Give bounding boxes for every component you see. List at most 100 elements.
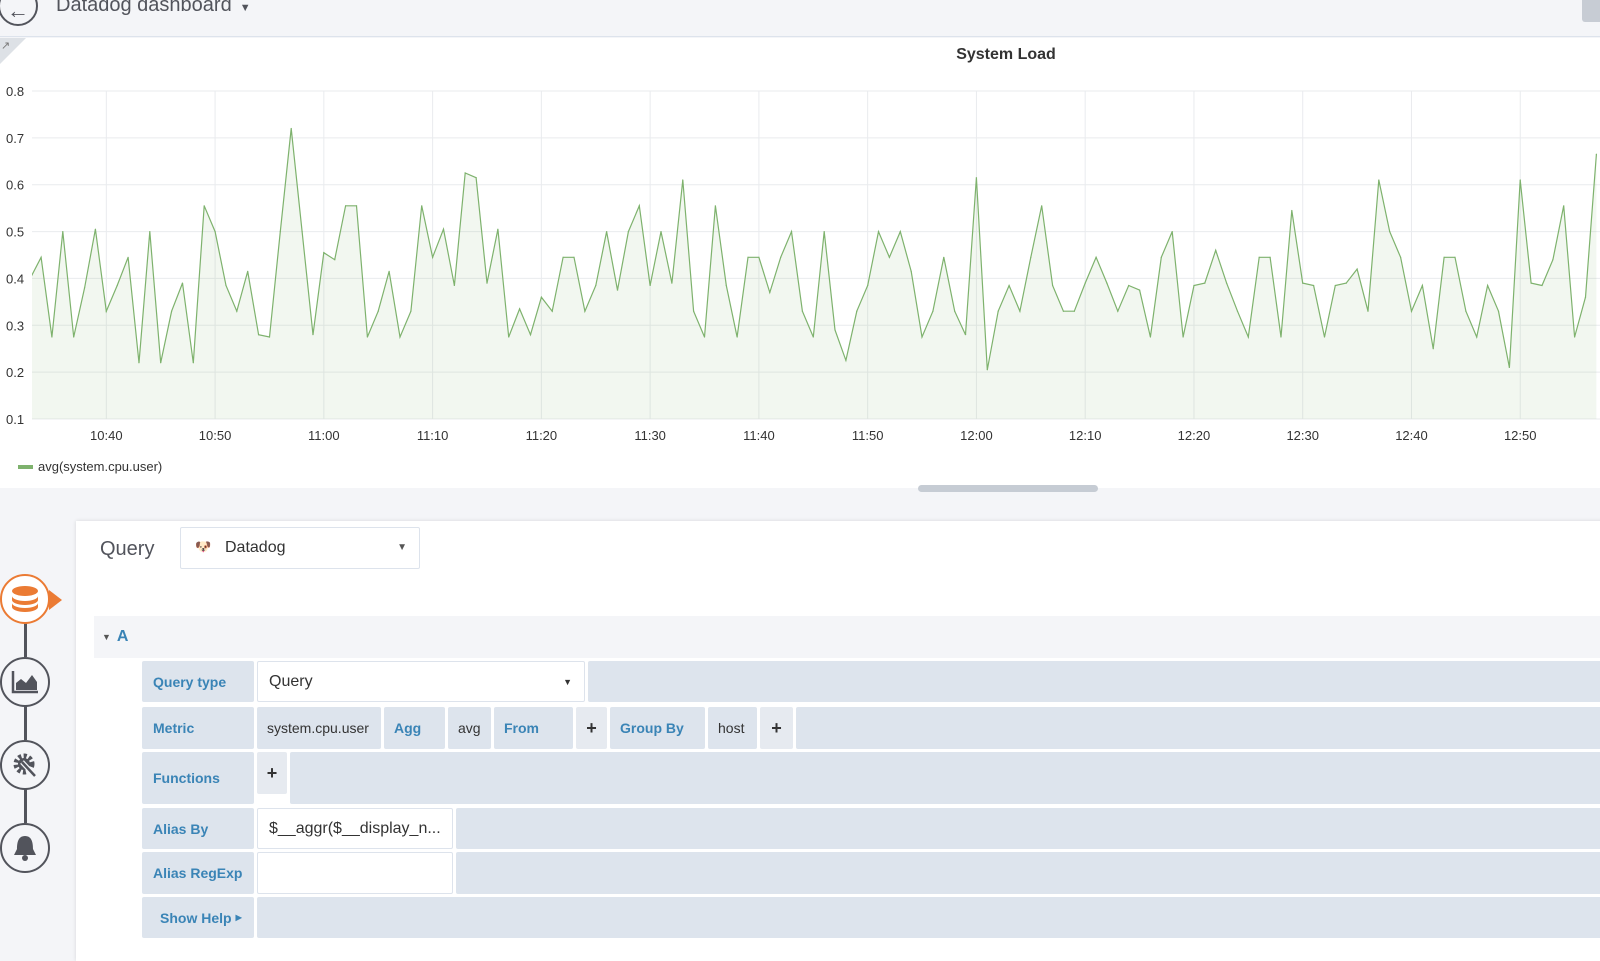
y-tick-label: 0.2 bbox=[6, 365, 24, 380]
step-alert[interactable] bbox=[0, 823, 50, 873]
dashboard-title-dropdown[interactable]: Datadog dashboard ▼ bbox=[56, 0, 251, 17]
step-visualization[interactable] bbox=[0, 657, 50, 707]
data-point bbox=[1519, 179, 1521, 181]
y-tick-label: 0.6 bbox=[6, 178, 24, 193]
data-point bbox=[181, 282, 184, 284]
step-connector bbox=[24, 706, 27, 740]
add-function-button[interactable]: + bbox=[257, 752, 287, 794]
data-point bbox=[1247, 336, 1249, 338]
graph-panel: 0.1 0.2 0.3 0.4 0.5 0.6 0.7 0.8 10:40 10:50 11:00 1… bbox=[0, 38, 1600, 488]
data-point bbox=[1367, 310, 1369, 312]
data-point bbox=[62, 230, 64, 233]
data-point bbox=[1193, 284, 1195, 287]
plus-icon: + bbox=[586, 717, 597, 738]
data-point bbox=[192, 362, 194, 364]
query-row-header[interactable]: ▼ A bbox=[94, 616, 1600, 658]
add-group-by-button[interactable]: + bbox=[760, 707, 793, 749]
data-point bbox=[1400, 256, 1402, 258]
data-point bbox=[1487, 284, 1489, 287]
active-step-pointer bbox=[49, 590, 62, 610]
metric-row: Metric system.cpu.user Agg avg From + Gr… bbox=[142, 707, 1600, 749]
data-point bbox=[83, 287, 86, 289]
data-point bbox=[203, 205, 205, 207]
data-point bbox=[1149, 336, 1152, 338]
back-button[interactable]: ← bbox=[0, 0, 38, 26]
data-point bbox=[714, 205, 716, 207]
data-point bbox=[1182, 336, 1184, 338]
data-point bbox=[345, 205, 347, 207]
data-point bbox=[725, 284, 727, 287]
row-filler bbox=[588, 661, 1600, 702]
row-filler bbox=[257, 897, 1600, 938]
data-point bbox=[421, 205, 423, 207]
header-action-button[interactable] bbox=[1582, 0, 1600, 22]
step-connector bbox=[24, 623, 27, 657]
data-point bbox=[1389, 230, 1391, 233]
query-type-select[interactable]: Query ▼ bbox=[257, 661, 585, 702]
row-filler bbox=[796, 707, 1600, 749]
x-tick-label: 11:30 bbox=[634, 428, 666, 443]
data-point bbox=[1171, 230, 1173, 233]
data-point bbox=[584, 310, 586, 312]
data-point bbox=[769, 291, 771, 294]
row-filler bbox=[456, 852, 1600, 894]
data-point bbox=[1084, 282, 1086, 284]
data-point bbox=[1095, 256, 1097, 258]
step-general[interactable] bbox=[0, 740, 50, 790]
data-point bbox=[1008, 284, 1010, 287]
data-point bbox=[366, 336, 368, 338]
data-point bbox=[551, 310, 553, 312]
database-icon bbox=[12, 586, 38, 612]
show-help-button[interactable]: Show Help ▶ bbox=[142, 897, 254, 938]
add-from-button[interactable]: + bbox=[576, 707, 607, 749]
data-point bbox=[257, 334, 260, 336]
datasource-value: Datadog bbox=[225, 539, 286, 556]
x-tick-label: 11:00 bbox=[308, 428, 340, 443]
x-tick-label: 11:20 bbox=[526, 428, 558, 443]
legend-item[interactable]: avg(system.cpu.user) bbox=[18, 459, 162, 474]
step-queries[interactable] bbox=[0, 574, 50, 624]
data-point bbox=[812, 336, 814, 338]
data-point bbox=[790, 230, 793, 233]
agg-value[interactable]: avg bbox=[448, 707, 491, 749]
data-point bbox=[1454, 256, 1456, 258]
data-point bbox=[997, 310, 999, 312]
agg-label: Agg bbox=[384, 707, 445, 749]
data-point bbox=[834, 329, 836, 331]
dashboard-header: ← Datadog dashboard ▼ bbox=[0, 0, 1600, 37]
data-point bbox=[1563, 205, 1565, 207]
data-point bbox=[105, 310, 107, 312]
data-point bbox=[1312, 284, 1315, 287]
query-heading: Query bbox=[100, 538, 155, 560]
group-by-value[interactable]: host bbox=[708, 707, 757, 749]
data-point bbox=[442, 228, 445, 230]
panel-title[interactable]: System Load bbox=[956, 46, 1056, 63]
data-point bbox=[932, 310, 934, 312]
data-point bbox=[1117, 310, 1119, 312]
data-point bbox=[519, 308, 521, 310]
data-point bbox=[301, 230, 303, 233]
panel-corner bbox=[0, 38, 26, 64]
data-point bbox=[1302, 282, 1304, 284]
data-point bbox=[1160, 256, 1162, 258]
metric-value[interactable]: system.cpu.user bbox=[257, 707, 381, 749]
data-point bbox=[453, 284, 455, 287]
data-point bbox=[1508, 366, 1510, 369]
external-link-icon[interactable]: ↗ bbox=[1, 40, 11, 52]
datasource-select[interactable]: 🐶 Datadog ▼ bbox=[180, 527, 420, 569]
alias-regexp-label: Alias RegExp bbox=[142, 852, 254, 894]
data-point bbox=[616, 289, 619, 291]
data-point bbox=[671, 282, 673, 284]
show-help-label: Show Help bbox=[160, 909, 232, 926]
data-point bbox=[30, 278, 31, 279]
data-point bbox=[323, 252, 325, 254]
alias-by-input[interactable]: $__aggr($__display_n... bbox=[257, 808, 453, 849]
data-point bbox=[747, 256, 749, 258]
data-point bbox=[464, 172, 466, 174]
data-point bbox=[1476, 336, 1478, 338]
alias-regexp-input[interactable] bbox=[257, 852, 453, 894]
data-point bbox=[355, 205, 358, 207]
data-point bbox=[475, 177, 477, 179]
y-tick-label: 0.3 bbox=[6, 318, 24, 333]
panel-resize-handle[interactable] bbox=[918, 485, 1098, 492]
